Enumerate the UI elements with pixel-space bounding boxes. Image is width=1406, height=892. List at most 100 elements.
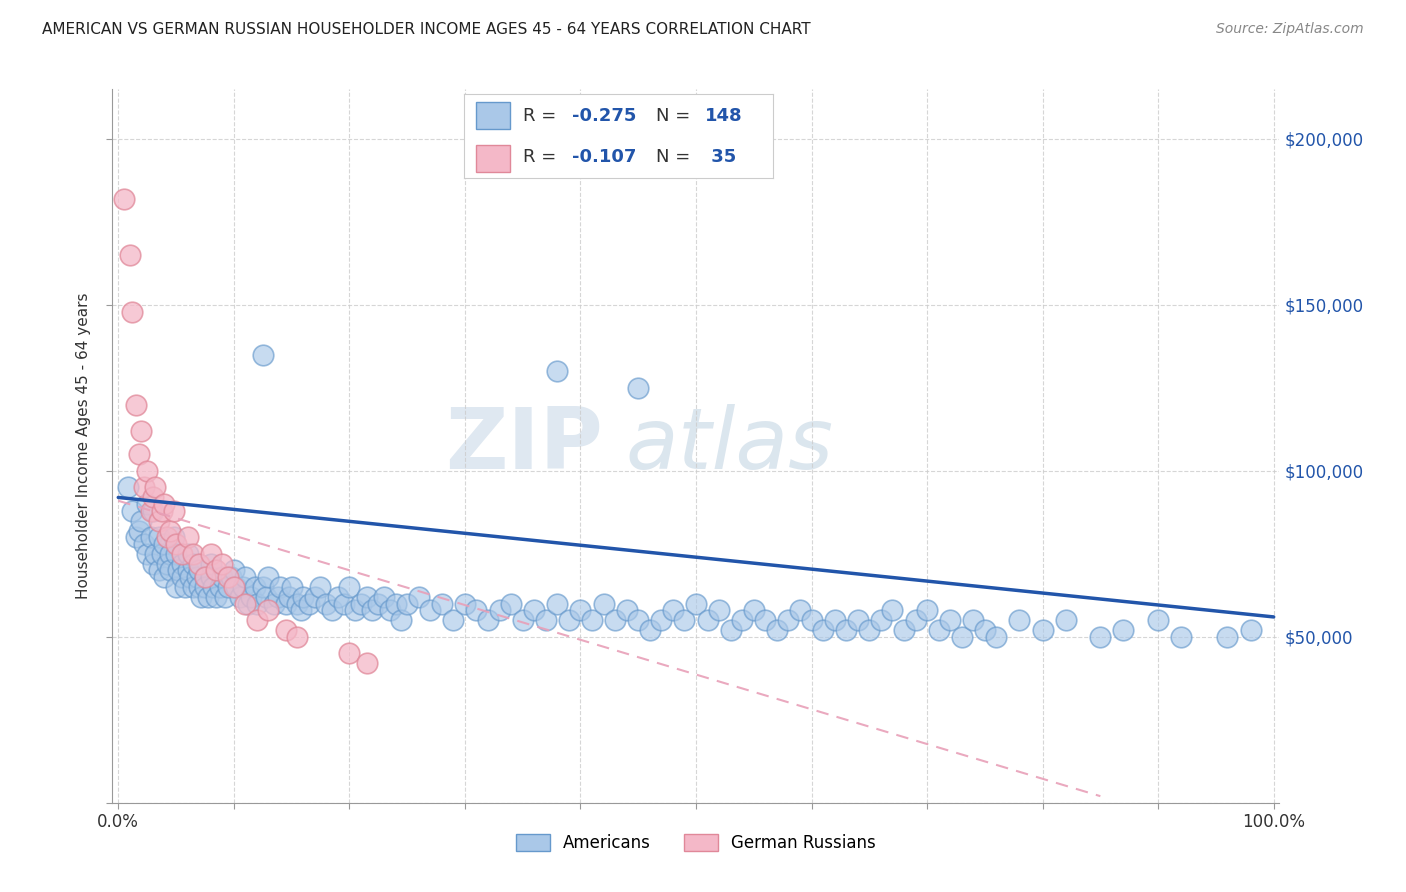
Point: [1112, 624, 1135, 638]
Point: [190, 590, 212, 604]
Point: [165, 537, 187, 551]
Point: [501, 597, 523, 611]
Point: [581, 613, 603, 627]
Point: [742, 603, 765, 617]
Point: [252, 348, 274, 362]
Point: [183, 580, 205, 594]
Point: [304, 590, 326, 604]
Point: [904, 613, 927, 627]
Point: [183, 547, 205, 561]
Point: [650, 613, 672, 627]
Point: [170, 570, 193, 584]
Point: [194, 580, 217, 594]
Point: [240, 590, 263, 604]
Point: [569, 603, 592, 617]
Point: [156, 557, 179, 571]
Point: [332, 597, 354, 611]
Point: [153, 497, 176, 511]
Point: [290, 603, 312, 617]
Point: [696, 613, 718, 627]
Point: [292, 590, 315, 604]
Point: [858, 624, 880, 638]
Point: [344, 603, 367, 617]
Point: [176, 564, 198, 578]
Point: [174, 580, 197, 594]
Legend: Americans, German Russians: Americans, German Russians: [509, 827, 883, 859]
Point: [156, 530, 179, 544]
Point: [915, 603, 938, 617]
Point: [165, 580, 187, 594]
Point: [638, 624, 661, 638]
Point: [188, 580, 211, 594]
Point: [208, 580, 231, 594]
Point: [211, 557, 233, 571]
Point: [321, 603, 343, 617]
Point: [766, 624, 789, 638]
Point: [950, 630, 973, 644]
Point: [1054, 613, 1077, 627]
Text: Source: ZipAtlas.com: Source: ZipAtlas.com: [1216, 22, 1364, 37]
Point: [136, 547, 159, 561]
Point: [188, 557, 211, 571]
Point: [252, 580, 274, 594]
Point: [200, 547, 222, 561]
Point: [246, 597, 269, 611]
Point: [603, 613, 626, 627]
Point: [176, 530, 198, 544]
Point: [159, 564, 181, 578]
Point: [153, 570, 176, 584]
Point: [1090, 630, 1112, 644]
Point: [408, 590, 430, 604]
Point: [222, 580, 245, 594]
Point: [396, 597, 419, 611]
Point: [592, 597, 614, 611]
Point: [205, 564, 228, 578]
Point: [315, 597, 337, 611]
Point: [186, 570, 208, 584]
Point: [269, 580, 291, 594]
Point: [350, 597, 373, 611]
Point: [309, 580, 332, 594]
Point: [278, 590, 301, 604]
Text: 148: 148: [706, 107, 742, 125]
Point: [170, 547, 193, 561]
Point: [882, 603, 904, 617]
Point: [159, 524, 181, 538]
Point: [232, 580, 254, 594]
Point: [150, 547, 173, 561]
Point: [128, 447, 150, 461]
Point: [200, 557, 222, 571]
Point: [523, 603, 546, 617]
Point: [274, 597, 297, 611]
Point: [136, 464, 159, 478]
Point: [356, 590, 378, 604]
Point: [124, 530, 146, 544]
FancyBboxPatch shape: [477, 145, 510, 171]
Point: [183, 557, 205, 571]
Point: [1170, 630, 1192, 644]
Point: [378, 603, 401, 617]
Point: [217, 570, 239, 584]
Point: [962, 613, 984, 627]
Point: [163, 530, 186, 544]
Point: [616, 603, 638, 617]
Point: [159, 547, 181, 561]
Point: [373, 590, 395, 604]
Point: [973, 624, 995, 638]
Point: [939, 613, 962, 627]
Point: [546, 364, 568, 378]
Point: [558, 613, 581, 627]
Point: [384, 597, 406, 611]
Point: [117, 481, 139, 495]
Point: [176, 547, 198, 561]
Point: [121, 304, 143, 318]
Point: [118, 248, 141, 262]
Point: [121, 504, 143, 518]
Point: [139, 530, 162, 544]
Point: [142, 491, 165, 505]
FancyBboxPatch shape: [477, 103, 510, 129]
Point: [205, 590, 228, 604]
Point: [1239, 624, 1261, 638]
Point: [454, 597, 477, 611]
Point: [389, 613, 412, 627]
